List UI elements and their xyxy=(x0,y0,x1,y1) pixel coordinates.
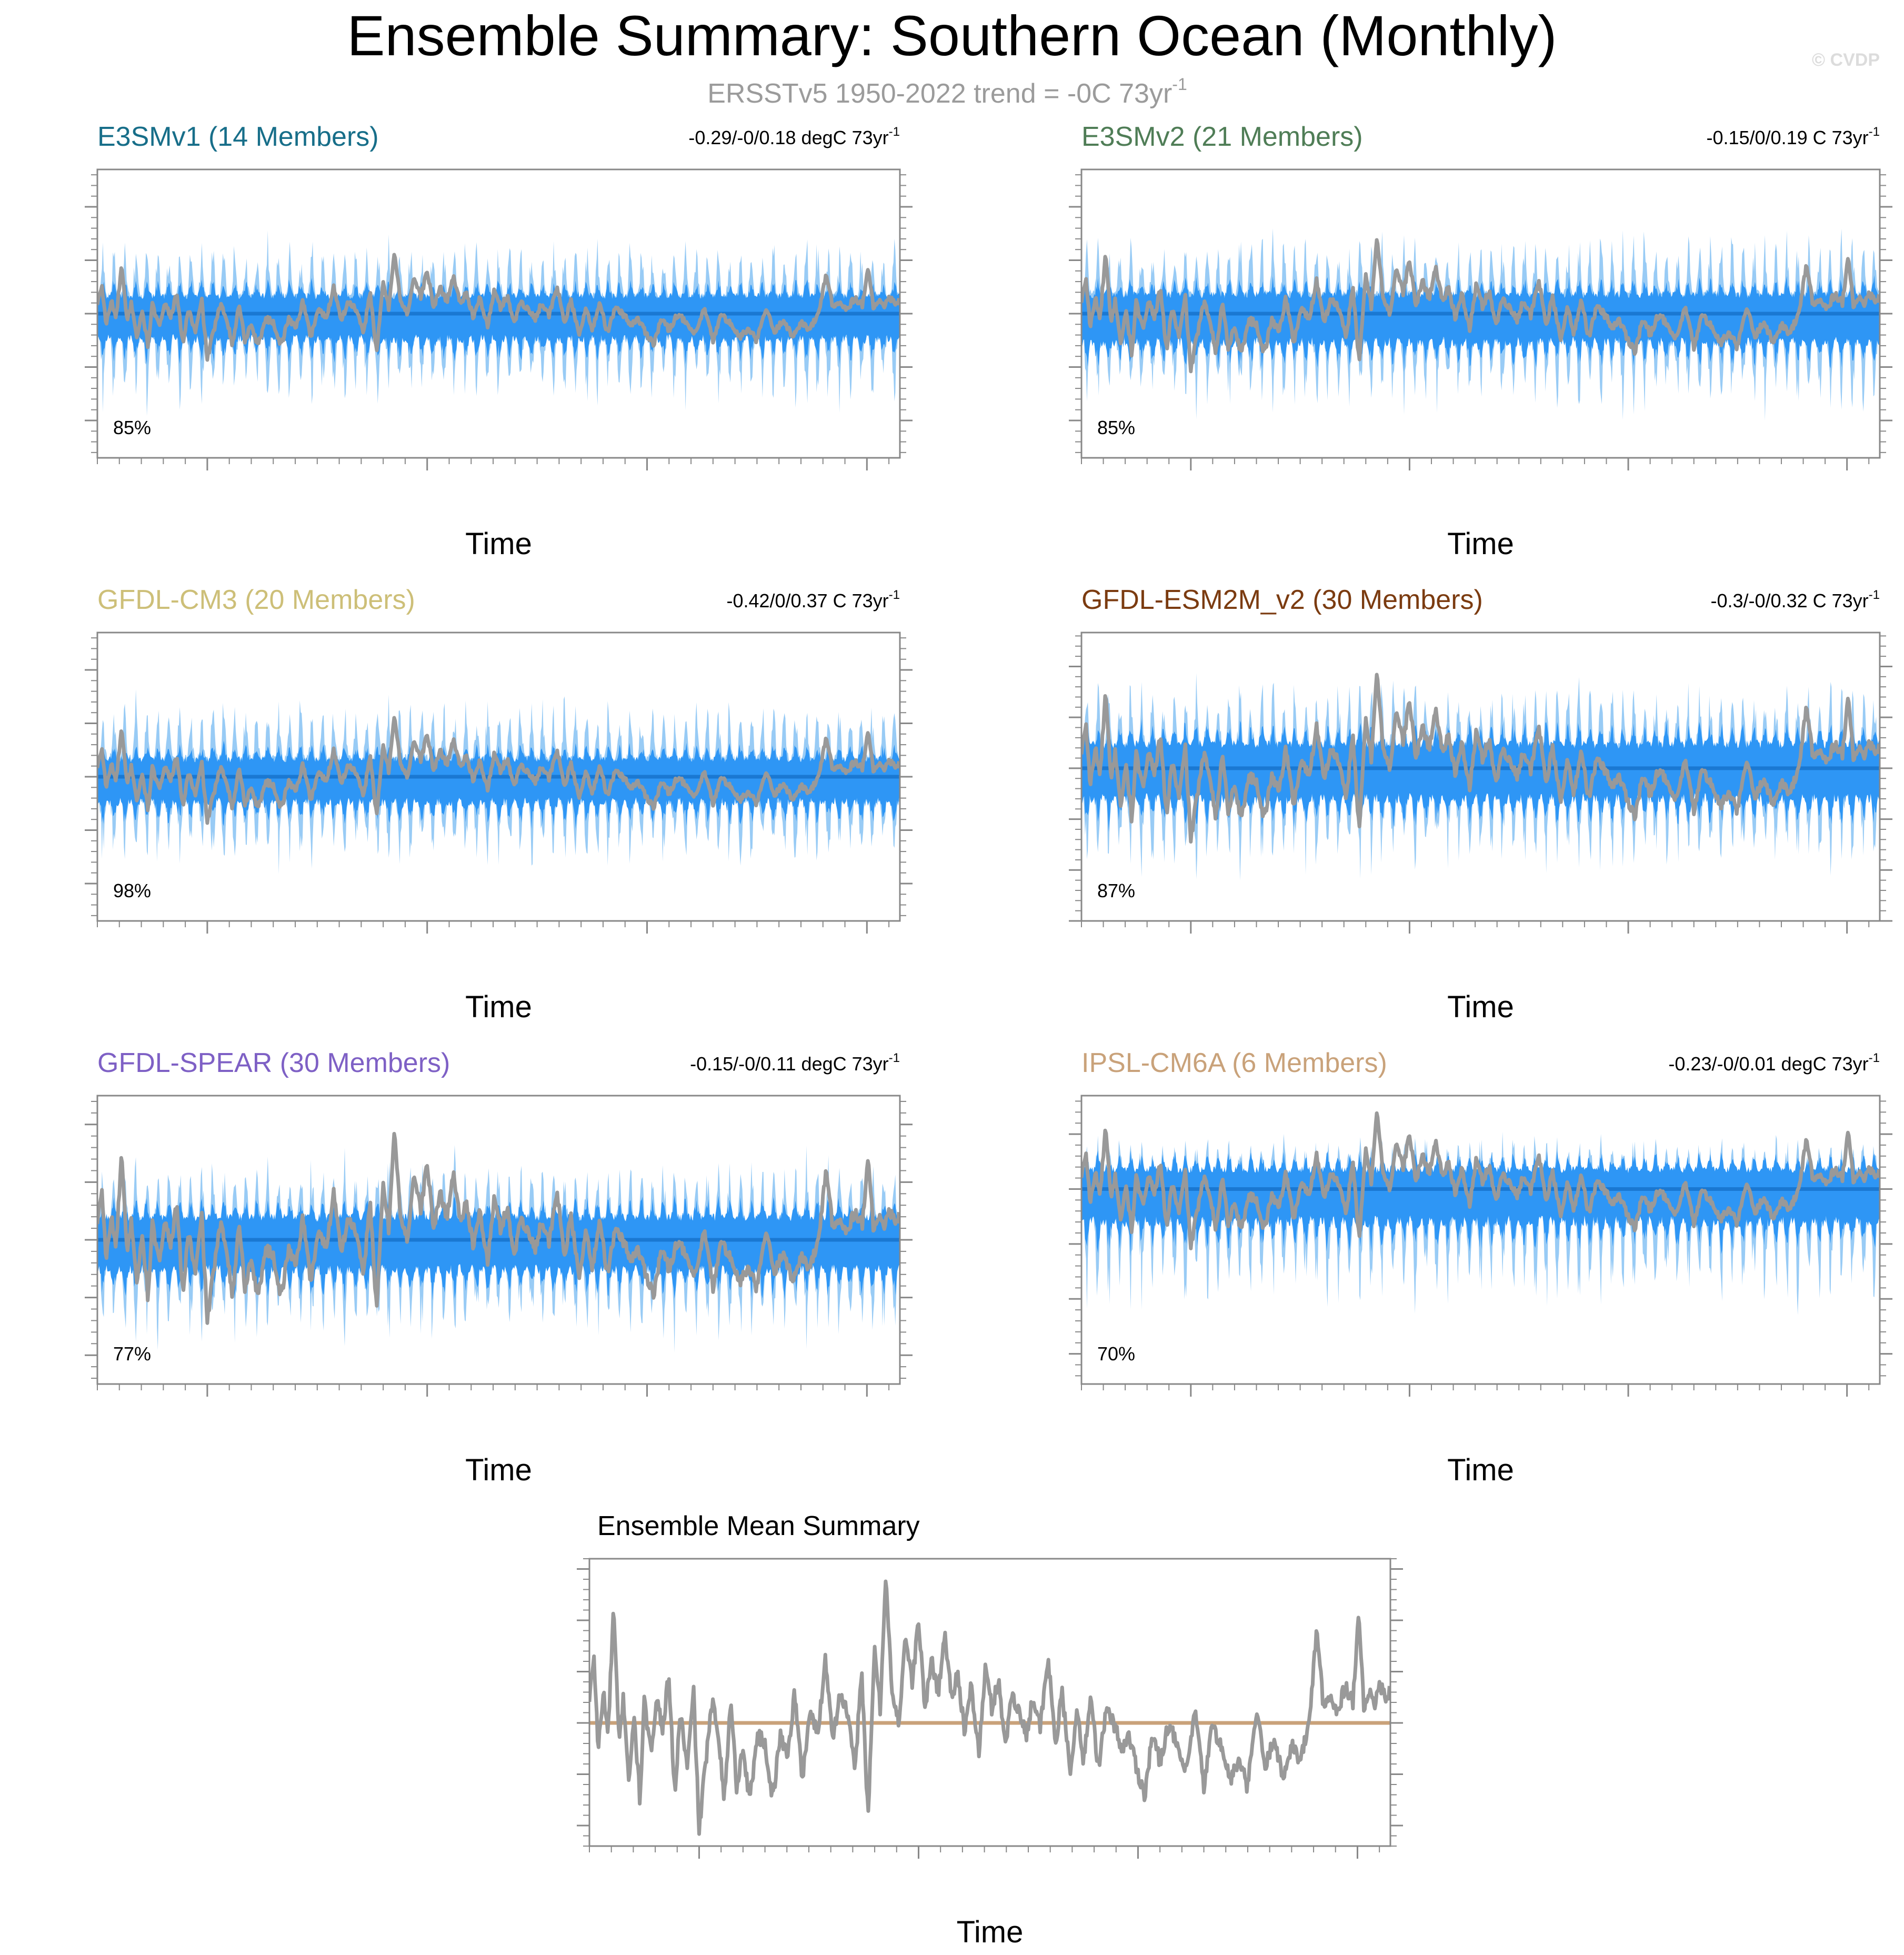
percentage-label: 87% xyxy=(1097,880,1135,901)
figure-subtitle-exponent: -1 xyxy=(1172,75,1187,94)
ensemble-interquartile-band xyxy=(97,740,900,829)
trend-annotation: -0.29/-0/0.18 degC 73yr-1 xyxy=(688,125,900,148)
trend-exponent: -1 xyxy=(889,1051,900,1065)
trend-annotation: -0.3/-0/0.32 C 73yr-1 xyxy=(1711,588,1880,611)
percentage-label: 77% xyxy=(113,1343,151,1365)
x-axis-label: Time xyxy=(465,527,532,561)
panel-title: GFDL-ESM2M_v2 (30 Members) xyxy=(1081,585,1483,615)
x-axis-label: Time xyxy=(1447,527,1514,561)
panel-title: E3SMv1 (14 Members) xyxy=(97,122,379,152)
trend-text: -0.29/-0/0.18 degC 73yr xyxy=(688,127,888,148)
x-axis-label: Time xyxy=(957,1915,1024,1949)
x-axis-label: Time xyxy=(1447,990,1514,1024)
plot-frame xyxy=(1080,631,1881,922)
percentage-label: 70% xyxy=(1097,1343,1135,1365)
percentage-label: 98% xyxy=(113,880,151,901)
panels-group: Time E3SMv1 (14 Members) -0.29/-0/0.18 deg… xyxy=(85,122,1892,1949)
plot-area xyxy=(1081,673,1880,881)
trend-exponent: -1 xyxy=(1869,1051,1880,1065)
panel-title: GFDL-CM3 (20 Members) xyxy=(97,585,415,615)
ensemble-interquartile-band xyxy=(1081,719,1880,832)
observed-series-line xyxy=(589,1579,1390,1836)
figure-title: Ensemble Summary: Southern Ocean (Monthl… xyxy=(347,4,1557,67)
figure-subtitle: ERSSTv5 1950-2022 trend = -0C 73yr-1 xyxy=(707,75,1187,109)
ensemble-interquartile-band xyxy=(97,278,900,365)
trend-exponent: -1 xyxy=(889,125,900,139)
observed-series-line xyxy=(97,253,900,362)
trend-text: -0.23/-0/0.01 degC 73yr xyxy=(1668,1053,1868,1075)
trend-text: -0.15/-0/0.11 degC 73yr xyxy=(690,1053,889,1075)
panel-title: E3SMv2 (21 Members) xyxy=(1081,122,1363,152)
observed-series-line xyxy=(1081,673,1880,844)
trend-exponent: -1 xyxy=(1869,125,1880,139)
trend-annotation: -0.42/0/0.37 C 73yr-1 xyxy=(726,588,900,611)
ensemble-interquartile-band xyxy=(97,1194,900,1302)
trend-annotation: -0.15/-0/0.11 degC 73yr-1 xyxy=(690,1051,900,1075)
figure-subtitle-text: ERSSTv5 1950-2022 trend = -0C 73yr xyxy=(707,78,1172,109)
plot-area xyxy=(1081,228,1880,421)
trend-annotation: -0.23/-0/0.01 degC 73yr-1 xyxy=(1668,1051,1880,1075)
x-axis-label: Time xyxy=(465,990,532,1024)
ensemble-interquartile-band xyxy=(1081,275,1880,372)
trend-exponent: -1 xyxy=(1869,588,1880,602)
plot-area xyxy=(97,230,900,416)
trend-exponent: -1 xyxy=(889,588,900,602)
plot-frame xyxy=(1080,1095,1881,1385)
panel-title: GFDL-SPEAR (30 Members) xyxy=(97,1048,450,1078)
panel-1: Time E3SMv1 (14 Members) -0.29/-0/0.18 deg… xyxy=(85,122,913,561)
plot-area xyxy=(589,1579,1390,1836)
ensemble-interquartile-band xyxy=(1081,1150,1880,1257)
watermark: © CVDP xyxy=(1812,50,1880,70)
panel-4: Time GFDL-ESM2M_v2 (30 Members) -0.3/-0/0.… xyxy=(1069,585,1892,1024)
panel-title: Ensemble Mean Summary xyxy=(597,1511,920,1541)
plot-area xyxy=(97,1131,900,1353)
panel-5: Time GFDL-SPEAR (30 Members) -0.15/-0/0.11… xyxy=(85,1048,913,1487)
plot-area xyxy=(1081,1111,1880,1315)
percentage-label: 85% xyxy=(113,417,151,438)
trend-text: -0.3/-0/0.32 C 73yr xyxy=(1711,590,1869,611)
trend-text: -0.42/0/0.37 C 73yr xyxy=(726,590,888,611)
panel-7: Time Ensemble Mean Summary xyxy=(577,1511,1403,1949)
observed-series-line xyxy=(97,1131,900,1325)
panel-6: Time IPSL-CM6A (6 Members) -0.23/-0/0.01 d… xyxy=(1069,1048,1892,1487)
x-axis-label: Time xyxy=(1447,1453,1514,1487)
panel-2: Time E3SMv2 (21 Members) -0.15/0/0.19 C 73… xyxy=(1069,122,1892,561)
percentage-label: 85% xyxy=(1097,417,1135,438)
trend-annotation: -0.15/0/0.19 C 73yr-1 xyxy=(1706,125,1880,148)
panel-title: IPSL-CM6A (6 Members) xyxy=(1081,1048,1387,1078)
observed-series-line xyxy=(97,716,900,825)
observed-series-line xyxy=(1081,238,1880,374)
plot-area xyxy=(97,689,900,874)
panel-3: Time GFDL-CM3 (20 Members) -0.42/0/0.37 C … xyxy=(85,585,913,1024)
observed-series-line xyxy=(1081,1111,1880,1250)
x-axis-label: Time xyxy=(465,1453,532,1487)
trend-text: -0.15/0/0.19 C 73yr xyxy=(1706,127,1868,148)
